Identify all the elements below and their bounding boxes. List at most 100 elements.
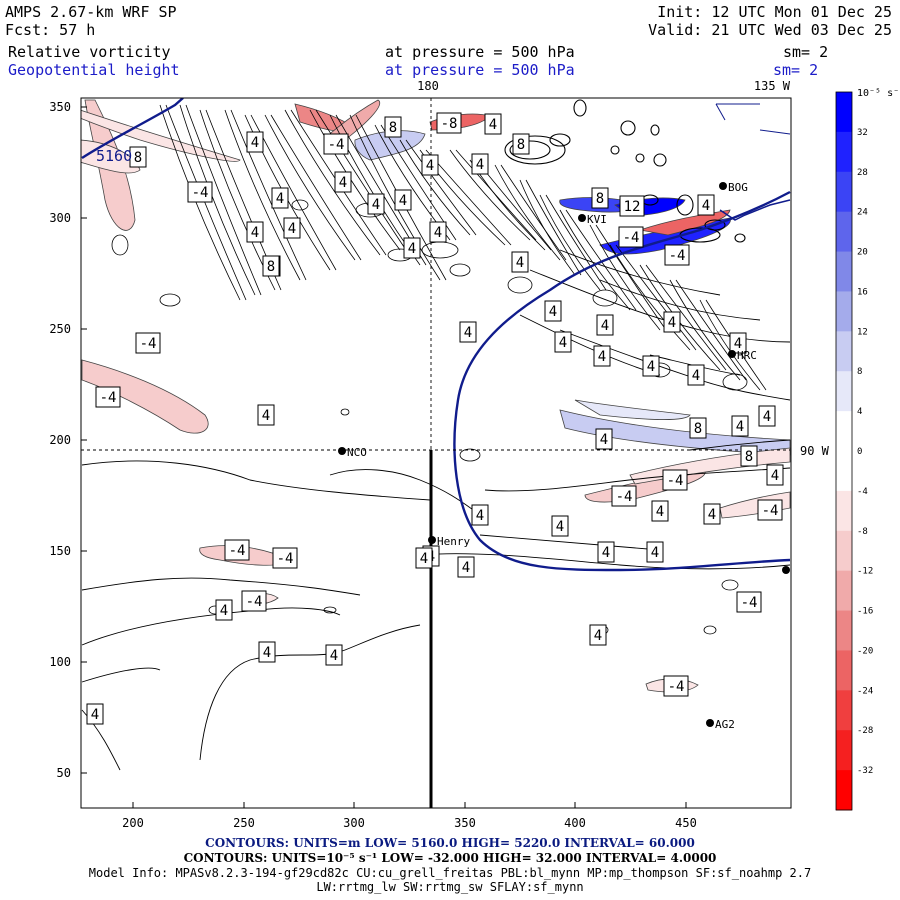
svg-text:-4: -4 bbox=[192, 185, 209, 201]
x-tick-label: 200 bbox=[122, 816, 144, 830]
contour-label: -4 bbox=[736, 591, 762, 613]
svg-text:4: 4 bbox=[602, 545, 610, 561]
svg-text:NCO: NCO bbox=[347, 446, 367, 459]
contour-label: 4 bbox=[687, 364, 705, 386]
contour-label: 4 bbox=[593, 345, 611, 367]
svg-text:8: 8 bbox=[389, 120, 397, 136]
contour-label: 4 bbox=[646, 541, 664, 563]
svg-text:4: 4 bbox=[476, 508, 484, 524]
contour-label: 4 bbox=[421, 154, 439, 176]
svg-text:4: 4 bbox=[559, 335, 567, 351]
svg-text:4: 4 bbox=[489, 117, 497, 133]
colorbar-tick-label: -8 bbox=[857, 527, 868, 537]
vorticity-contour-ring bbox=[449, 263, 471, 277]
vorticity-contour-ring bbox=[340, 408, 350, 416]
svg-text:4: 4 bbox=[598, 349, 606, 365]
svg-text:8: 8 bbox=[596, 191, 604, 207]
y-tick-label: 50 bbox=[57, 766, 71, 780]
y-tick-label: 250 bbox=[49, 322, 71, 336]
geopotential-height-contours bbox=[81, 98, 791, 572]
vorticity-contour-ring bbox=[459, 448, 481, 462]
svg-text:4: 4 bbox=[692, 368, 700, 384]
svg-text:-4: -4 bbox=[140, 336, 157, 352]
contour-label: 4 bbox=[457, 556, 475, 578]
contour-label: 8 bbox=[689, 417, 707, 439]
svg-text:4: 4 bbox=[656, 504, 664, 520]
contour-label: 4 bbox=[403, 237, 421, 259]
svg-text:HRC: HRC bbox=[737, 349, 757, 362]
y-tick-label: 300 bbox=[49, 211, 71, 225]
contour-label: 4 bbox=[246, 221, 264, 243]
contour-label: 8 bbox=[740, 445, 758, 467]
contour-label: 4 bbox=[86, 703, 104, 725]
vorticity-contour-ring bbox=[111, 234, 129, 256]
contour-label: 4 bbox=[334, 171, 352, 193]
contour-label: 4 bbox=[544, 300, 562, 322]
station-kvi: KVI bbox=[578, 213, 607, 226]
vorticity-contour-line bbox=[559, 209, 631, 311]
svg-text:4: 4 bbox=[251, 135, 259, 151]
vorticity-contour-ring bbox=[703, 625, 717, 635]
valid-time: Valid: 21 UTC Wed 03 Dec 25 bbox=[648, 21, 892, 39]
contour-label: 4 bbox=[597, 541, 615, 563]
svg-text:4: 4 bbox=[426, 158, 434, 174]
y-tick-label: 100 bbox=[49, 655, 71, 669]
contour-label: 4 bbox=[471, 153, 489, 175]
svg-text:4: 4 bbox=[476, 157, 484, 173]
colorbar-tick-label: -28 bbox=[857, 726, 873, 736]
vorticity-contour-line bbox=[264, 114, 356, 261]
contour-label: -4 bbox=[135, 332, 161, 354]
model-title: AMPS 2.67-km WRF SP bbox=[5, 3, 177, 21]
contour-label: 4 bbox=[511, 251, 529, 273]
vorticity-contour-line bbox=[224, 109, 301, 281]
colorbar-frame bbox=[835, 91, 853, 811]
svg-text:4: 4 bbox=[462, 560, 470, 576]
svg-text:8: 8 bbox=[694, 421, 702, 437]
field1-name: Relative vorticity bbox=[8, 43, 171, 61]
contour-label: -4 bbox=[95, 386, 121, 408]
svg-text:4: 4 bbox=[372, 197, 380, 213]
svg-text:4: 4 bbox=[668, 315, 676, 331]
svg-text:-4: -4 bbox=[741, 595, 758, 611]
vorticity-contour-line bbox=[179, 104, 256, 296]
colorbar-tick-label: -12 bbox=[857, 567, 873, 577]
vorticity-contour-line bbox=[230, 109, 307, 281]
field2-name: Geopotential height bbox=[8, 61, 180, 79]
svg-text:-4: -4 bbox=[667, 473, 684, 489]
vorticity-contour-line bbox=[565, 209, 637, 311]
contour-label: 4 bbox=[703, 503, 721, 525]
colorbar-segment bbox=[836, 770, 852, 811]
map-field-layer: 4 4 4 4 4 4 4 4 4 4 4 4 4 4 4 4 4 4 4 4 4 4 4 4 4 4 4 4 4 4 4 4 4 4 4 4 4 4 4 4… bbox=[81, 98, 791, 808]
colorbar-segment bbox=[836, 610, 852, 651]
vorticity-contour-line bbox=[185, 104, 262, 296]
contour-label: -4 bbox=[323, 133, 349, 155]
footer-model-info: Model Info: MPASv8.2.3-194-gf29cd82c CU:… bbox=[88, 866, 812, 880]
footer-height-contours: CONTOURS: UNITS=m LOW= 5160.0 HIGH= 5220… bbox=[205, 836, 695, 850]
colorbar-tick-label: 8 bbox=[857, 367, 862, 377]
contour-label: 4 bbox=[595, 428, 613, 450]
contour-label: 8 bbox=[512, 133, 530, 155]
svg-text:-4: -4 bbox=[328, 137, 345, 153]
colorbar-tick-label: 32 bbox=[857, 128, 868, 138]
map-figure: 4 4 4 4 4 4 4 4 4 4 4 4 4 4 4 4 4 4 4 4 4 4 4 4 4 4 4 4 4 4 4 4 4 4 4 4 4 4 4 4… bbox=[49, 79, 900, 830]
contour-label: 4 bbox=[459, 321, 477, 343]
colorbar-tick-label: -16 bbox=[857, 607, 873, 617]
colorbar-tick-label: 16 bbox=[857, 287, 868, 297]
svg-text:AG2: AG2 bbox=[715, 718, 735, 731]
svg-text:-4: -4 bbox=[668, 679, 685, 695]
contour-label: 4 bbox=[551, 515, 569, 537]
colorbar-segment bbox=[836, 371, 852, 412]
vorticity-contours bbox=[111, 104, 767, 636]
svg-text:8: 8 bbox=[517, 137, 525, 153]
contour-label: -4 bbox=[664, 244, 690, 266]
vorticity-contour-line bbox=[349, 114, 441, 281]
colorbar-unit: 10⁻⁵ s⁻¹ bbox=[857, 88, 900, 99]
x-tick-label: 450 bbox=[675, 816, 697, 830]
colorbar-segment bbox=[836, 331, 852, 372]
map-frame bbox=[80, 97, 792, 809]
colorbar-segment bbox=[836, 690, 852, 731]
colorbar-tick-label: -32 bbox=[857, 766, 873, 776]
station-bog: BOG bbox=[719, 181, 748, 194]
svg-text:4: 4 bbox=[464, 325, 472, 341]
colorbar-segment bbox=[836, 171, 852, 213]
